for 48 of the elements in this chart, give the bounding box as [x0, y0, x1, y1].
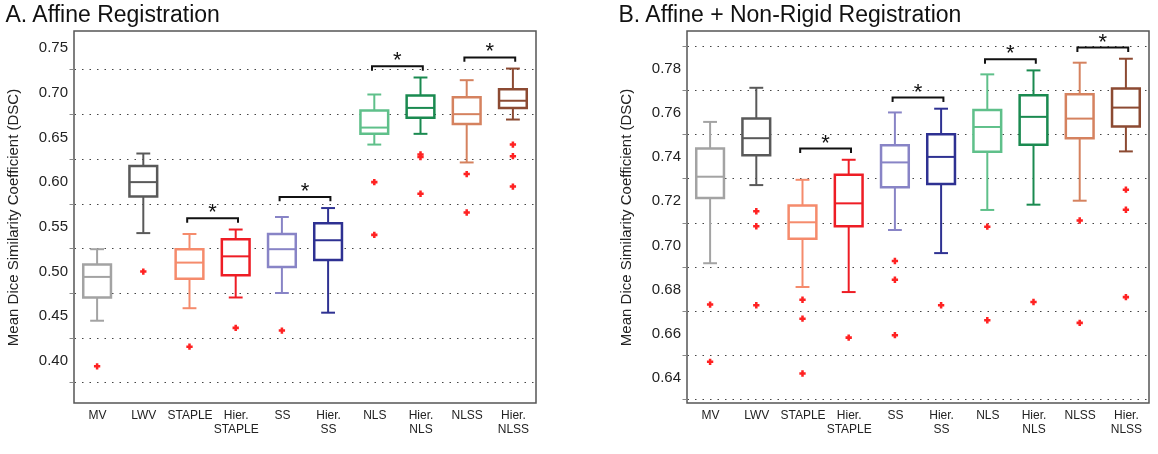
x-tick-label: Hier. NLSS [1110, 407, 1143, 436]
y-tick-label: 0.74 [651, 147, 681, 165]
y-axis-title: Mean Dice Similarity Coefficient (DSC) [4, 88, 21, 347]
x-tick-label: Hier. SS [929, 407, 954, 436]
y-tick-label: 0.78 [651, 59, 681, 77]
x-tick-label: Hier. NLS [1021, 407, 1047, 436]
y-tick-label: 0.72 [651, 191, 681, 209]
x-tick-label: MV [701, 407, 720, 422]
annotation: * [913, 78, 923, 104]
annotation: * [300, 177, 310, 203]
y-tick-label: 0.50 [38, 261, 68, 279]
x-tick-label: Hier. NLS [408, 407, 434, 436]
y-axis-title: Mean Dice Similarity Coefficient (DSC) [617, 88, 634, 347]
y-tick-label: 0.40 [38, 351, 68, 369]
x-tick-label: STAPLE [780, 407, 826, 422]
x-tick-label: LWV [744, 407, 770, 422]
x-tick-label: Hier. STAPLE [826, 407, 872, 436]
annotation: * [1098, 28, 1108, 54]
x-tick-label: NLSS [1064, 407, 1096, 422]
x-tick-label: MV [88, 407, 107, 422]
y-tick-label: 0.64 [651, 367, 681, 385]
y-tick-label: 0.45 [38, 306, 68, 324]
x-tick-label: SS [274, 407, 291, 422]
annotation: * [821, 129, 831, 155]
y-tick-label: 0.60 [38, 172, 68, 190]
y-tick-label: 0.70 [38, 82, 68, 100]
x-tick-label: NLS [363, 407, 387, 422]
annotation: * [208, 199, 218, 225]
y-tick-label: 0.66 [651, 323, 681, 341]
x-tick-label: Hier. SS [316, 407, 341, 436]
y-tick-label: 0.76 [651, 103, 681, 121]
y-tick-label: 0.55 [38, 216, 68, 234]
x-tick-label: NLS [976, 407, 1000, 422]
chart-title: A. Affine Registration [5, 1, 220, 27]
x-tick-label: SS [887, 407, 904, 422]
annotation: * [393, 47, 403, 73]
x-tick-label: NLSS [451, 407, 483, 422]
x-tick-label: STAPLE [167, 407, 213, 422]
y-tick-label: 0.70 [651, 235, 681, 253]
annotation: * [485, 38, 495, 64]
y-tick-label: 0.65 [38, 127, 68, 145]
x-tick-label: LWV [131, 407, 157, 422]
x-tick-label: Hier. NLSS [497, 407, 530, 436]
x-tick-label: Hier. STAPLE [213, 407, 259, 436]
annotation: * [1006, 40, 1016, 66]
chart-title: B. Affine + Non-Rigid Registration [618, 0, 962, 27]
y-tick-label: 0.68 [651, 279, 681, 297]
y-tick-label: 0.75 [38, 38, 68, 56]
